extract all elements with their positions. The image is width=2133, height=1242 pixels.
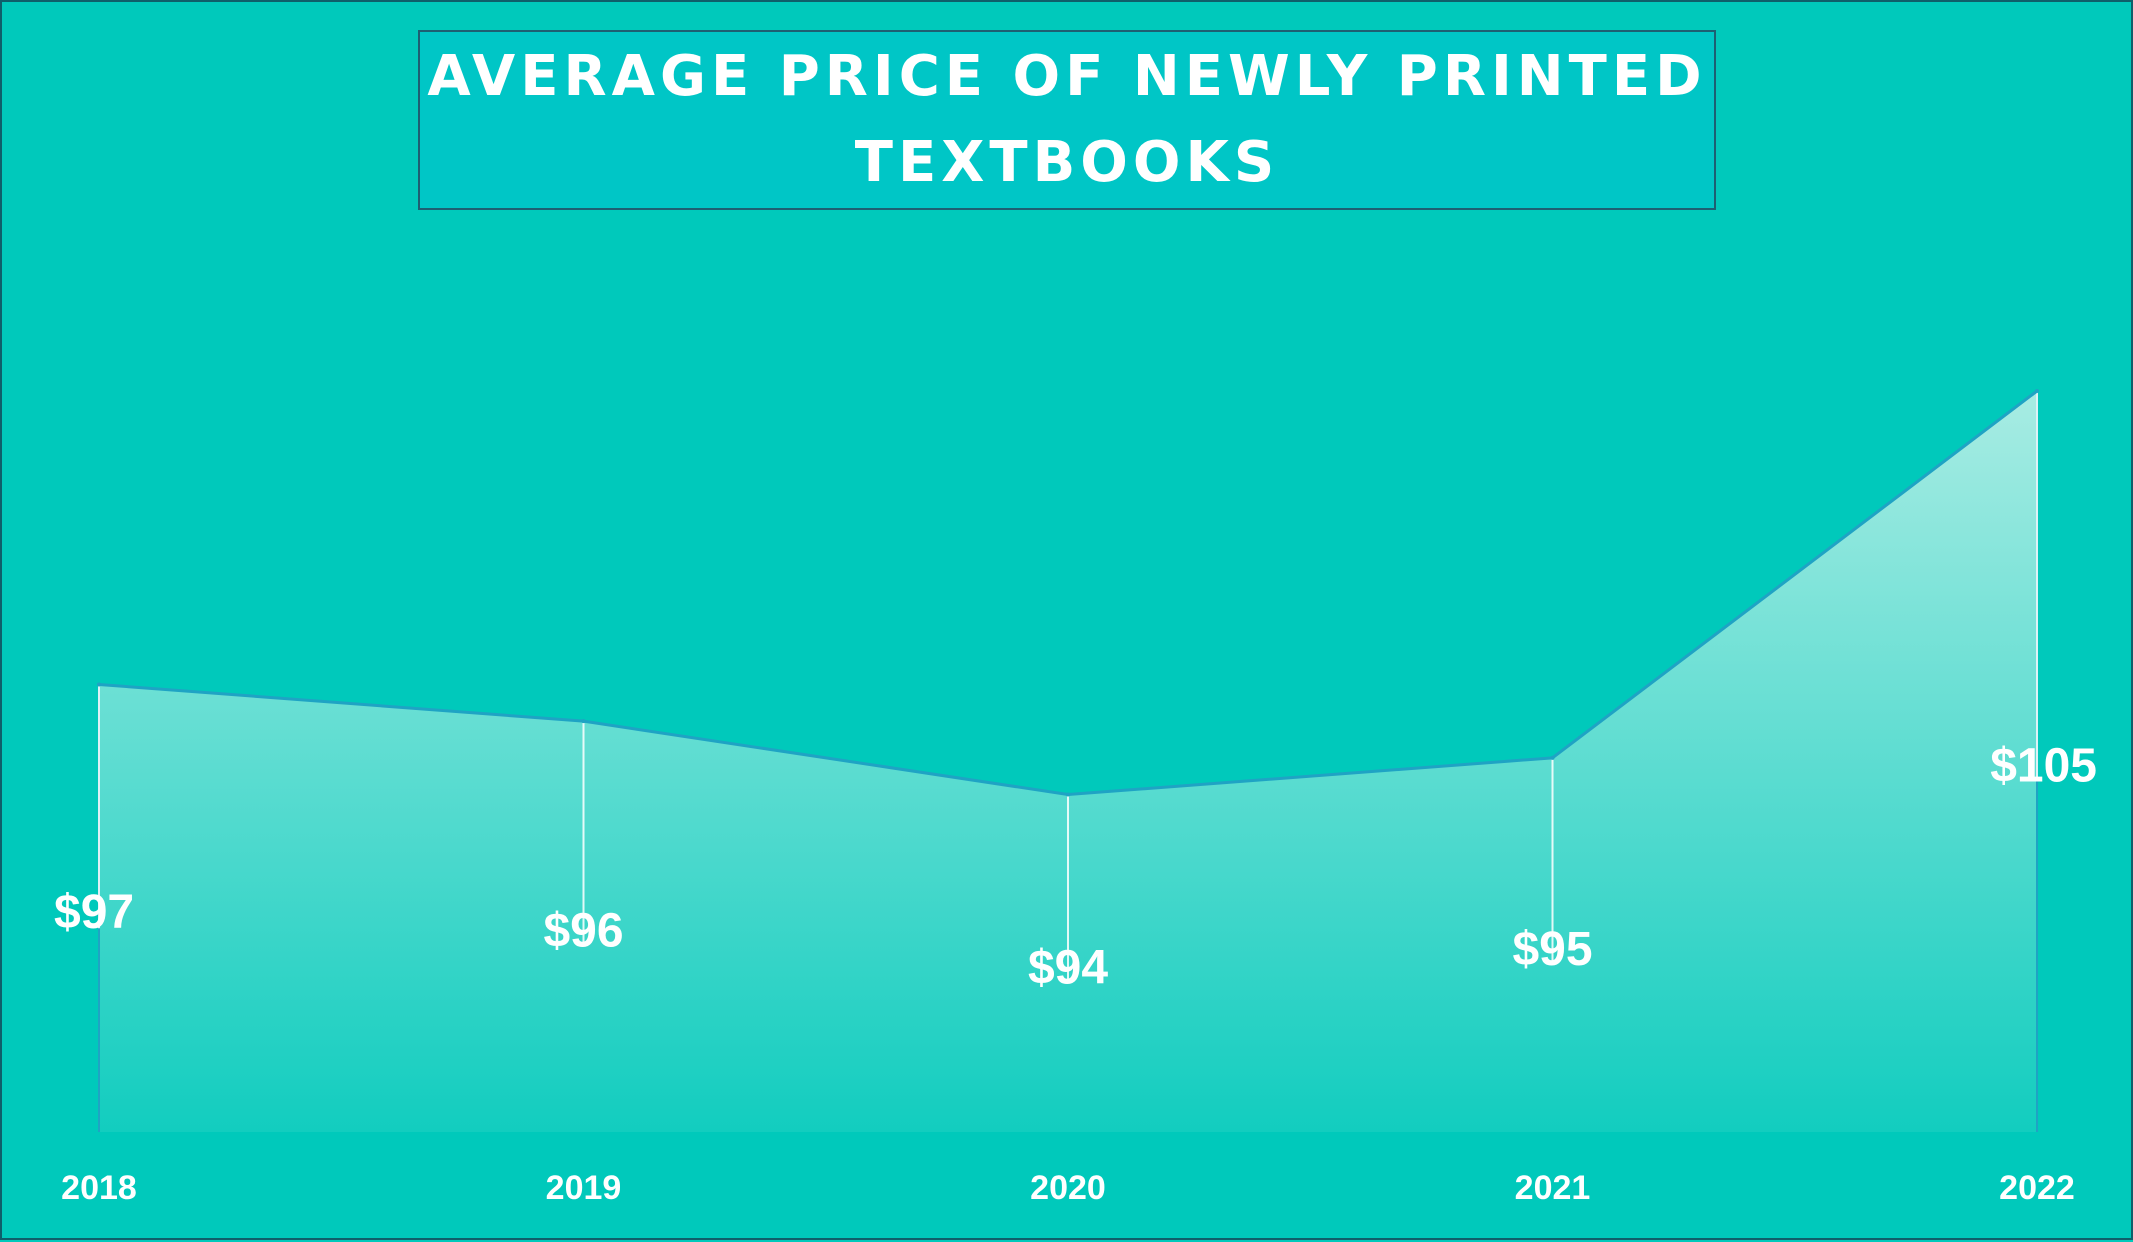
x-tick-label: 2020 — [1030, 1169, 1106, 1207]
data-point — [2035, 389, 2039, 394]
data-point — [1066, 792, 1070, 797]
data-point — [581, 719, 586, 724]
data-label: $105 — [1990, 740, 2097, 793]
chart-title-box: AVERAGE PRICE OF NEWLY PRINTED TEXTBOOKS — [418, 30, 1716, 210]
x-tick-label: 2021 — [1515, 1169, 1591, 1207]
data-point — [1550, 755, 1555, 760]
chart-title: AVERAGE PRICE OF NEWLY PRINTED TEXTBOOKS — [427, 44, 1707, 195]
data-label: $97 — [54, 886, 134, 939]
x-tick-label: 2019 — [546, 1169, 622, 1207]
x-tick-label: 2018 — [61, 1169, 137, 1207]
data-label: $96 — [543, 905, 623, 958]
x-tick-label: 2022 — [1999, 1169, 2075, 1207]
data-label: $94 — [1028, 941, 1108, 994]
area-fill — [99, 391, 2037, 1132]
data-label: $95 — [1512, 923, 1592, 976]
data-point — [97, 682, 101, 687]
